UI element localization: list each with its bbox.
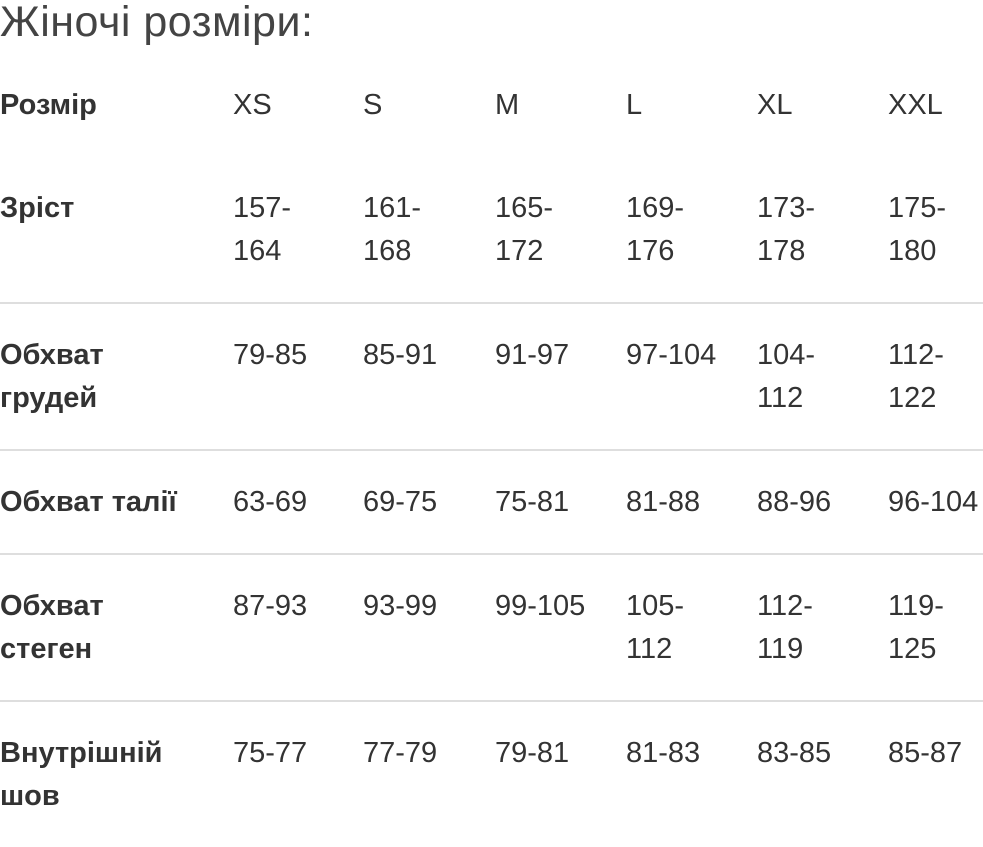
table-cell: 79-85 [233, 302, 363, 450]
table-cell: 105-112 [626, 553, 757, 701]
table-row: Обхват грудей 79-85 85-91 91-97 97-104 104-11… [0, 302, 983, 450]
row-label: Обхват грудей [0, 302, 233, 450]
row-label: Обхват стеген [0, 553, 233, 701]
header-cell: XL [757, 89, 793, 121]
header-cell: S [363, 89, 383, 121]
header-cell: XXL [888, 89, 943, 121]
table-header-row: Розмір XS S M L XL XXL [0, 60, 983, 157]
table-cell: 85-87 [888, 700, 983, 847]
header-cell: L [626, 89, 643, 121]
table-cell: 169-176 [626, 192, 685, 267]
table-cell: 63-69 [233, 449, 363, 554]
table-cell: 81-83 [626, 700, 757, 847]
table-cell: 99-105 [495, 553, 626, 701]
table-cell: 88-96 [757, 449, 888, 554]
table-cell: 96-104 [888, 449, 983, 554]
row-label: Внутрішній шов [0, 700, 233, 847]
table-cell: 79-81 [495, 700, 626, 847]
table-cell: 97-104 [626, 302, 757, 450]
table-cell: 112-122 [888, 302, 983, 450]
table-row: Внутрішній шов 75-77 77-79 79-81 81-83 83-85 8… [0, 700, 983, 847]
header-cell: XS [233, 89, 272, 121]
table-cell: 104-112 [757, 302, 888, 450]
table-cell: 83-85 [757, 700, 888, 847]
table-cell: 112-119 [757, 553, 888, 701]
table-cell: 85-91 [363, 302, 495, 450]
table-cell: 93-99 [363, 553, 495, 701]
page-title: Жіночі розміри: [0, 0, 314, 46]
table-cell: 91-97 [495, 302, 626, 450]
table-cell: 81-88 [626, 449, 757, 554]
table-row: Обхват талії 63-69 69-75 75-81 81-88 88-96 96-… [0, 449, 983, 554]
table-cell: 75-81 [495, 449, 626, 554]
size-chart-table: Розмір XS S M L XL XXL Зріст 157-164 161-1… [0, 60, 983, 847]
table-cell: 165-172 [495, 192, 554, 267]
table-cell: 69-75 [363, 449, 495, 554]
table-cell: 119-125 [888, 553, 983, 701]
table-cell: 173-178 [757, 192, 816, 267]
table-row: Зріст 157-164 161-168 165-172 169-176 173-178… [0, 157, 983, 303]
header-cell: M [495, 89, 520, 121]
header-cell: Розмір [0, 89, 97, 121]
table-cell: 77-79 [363, 700, 495, 847]
table-cell: 161-168 [363, 192, 422, 267]
row-label: Зріст [0, 192, 75, 224]
table-cell: 157-164 [233, 192, 292, 267]
table-cell: 175-180 [888, 192, 947, 267]
table-cell: 87-93 [233, 553, 363, 701]
row-label: Обхват талії [0, 449, 233, 554]
table-row: Обхват стеген 87-93 93-99 99-105 105-112 112-… [0, 553, 983, 701]
table-cell: 75-77 [233, 700, 363, 847]
